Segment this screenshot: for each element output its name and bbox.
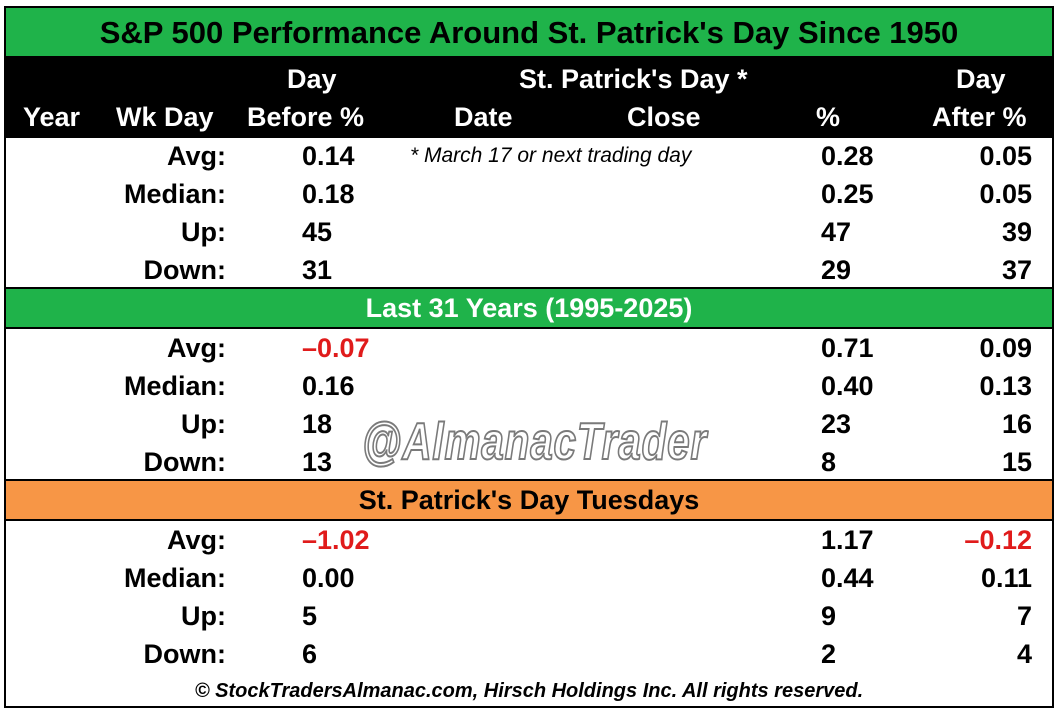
row-label: Avg: (167, 525, 226, 555)
day-before-value: 5 (302, 601, 318, 631)
row-label: Up: (181, 601, 226, 631)
stpatricks-pct-value: 0.28 (821, 141, 874, 171)
row-label: Up: (181, 409, 226, 439)
day-after-value: 0.09 (979, 333, 1032, 363)
table-row: Up: 45 47 39 (6, 213, 1052, 251)
day-before-value: 0.00 (302, 563, 355, 593)
section-header-last-31-years: Last 31 Years (1995-2025) (6, 287, 1052, 329)
table-row: Avg: –1.02 1.17 –0.12 (6, 521, 1052, 559)
stpatricks-pct-value: 8 (821, 447, 837, 477)
header-row: Year Wk Day Day Before % St. Patrick's D… (6, 58, 1052, 138)
day-after-value: –0.12 (964, 525, 1032, 555)
day-before-value: 18 (302, 409, 333, 439)
day-after-value: 0.05 (979, 141, 1032, 171)
col-before-header-top: Day (287, 64, 337, 94)
day-before-value: 0.18 (302, 179, 355, 209)
day-before-value: 45 (302, 217, 333, 247)
day-after-value: 4 (1016, 639, 1032, 669)
stpatricks-pct-value: 0.71 (821, 333, 874, 363)
day-after-value: 15 (1001, 447, 1032, 477)
day-after-value: 7 (1016, 601, 1032, 631)
row-label: Down: (143, 639, 226, 669)
col-before-header: Before % (247, 102, 365, 132)
day-before-value: –1.02 (302, 525, 370, 555)
row-label: Median: (123, 563, 226, 593)
table-row: Down: 13 8 15 (6, 443, 1052, 481)
col-date-header: Date (454, 102, 513, 132)
table-title: S&P 500 Performance Around St. Patrick's… (6, 8, 1052, 58)
day-before-value: 0.16 (302, 371, 355, 401)
col-stpatricks-header: St. Patrick's Day * (519, 64, 748, 94)
stpatricks-pct-value: 23 (821, 409, 852, 439)
col-after-header-top: Day (956, 64, 1006, 94)
day-before-value: 6 (302, 639, 318, 669)
day-after-value: 37 (1001, 255, 1032, 285)
table-row: Avg: –0.07 0.71 0.09 (6, 329, 1052, 367)
stpatricks-pct-value: 29 (821, 255, 852, 285)
stpatricks-pct-value: 0.25 (821, 179, 874, 209)
table-row: Up: 5 9 7 (6, 597, 1052, 635)
footnote-text: * March 17 or next trading day (410, 144, 692, 167)
table-row: Median: 0.18 0.25 0.05 (6, 175, 1052, 213)
stpatricks-pct-value: 1.17 (821, 525, 874, 555)
row-label: Down: (143, 255, 226, 285)
col-after-header: After % (932, 102, 1027, 132)
row-label: Avg: (167, 333, 226, 363)
table-row: Median: 0.00 0.44 0.11 (6, 559, 1052, 597)
table-row: Up: 18 23 16 (6, 405, 1052, 443)
col-wkday-header: Wk Day (116, 102, 214, 132)
table-row: Median: 0.16 0.40 0.13 (6, 367, 1052, 405)
day-before-value: 0.14 (302, 141, 355, 171)
col-pct-header: % (816, 102, 841, 132)
row-label: Up: (181, 217, 226, 247)
table-row: Avg: 0.14 * March 17 or next trading day… (6, 137, 1052, 175)
stpatricks-pct-value: 2 (821, 639, 837, 669)
col-year-header: Year (23, 102, 81, 132)
watermark-logo: @AlmanacTrader (361, 412, 708, 472)
day-before-value: –0.07 (302, 333, 370, 363)
row-label: Down: (143, 447, 226, 477)
day-after-value: 0.13 (979, 371, 1032, 401)
row-label: Median: (123, 179, 226, 209)
stpatricks-pct-value: 0.44 (821, 563, 874, 593)
stats-table: S&P 500 Performance Around St. Patrick's… (4, 6, 1054, 708)
day-after-value: 0.11 (980, 563, 1032, 593)
day-before-value: 31 (302, 255, 333, 285)
day-after-value: 0.05 (979, 179, 1032, 209)
stpatricks-pct-value: 0.40 (821, 371, 874, 401)
copyright-footer: © StockTradersAlmanac.com, Hirsch Holdin… (194, 680, 864, 702)
section-header-tuesdays: St. Patrick's Day Tuesdays (6, 479, 1052, 521)
row-label: Median: (123, 371, 226, 401)
table-row: Down: 6 2 4 (6, 635, 1052, 673)
table-row: Down: 31 29 37 (6, 251, 1052, 289)
stpatricks-pct-value: 47 (821, 217, 852, 247)
col-close-header: Close (627, 102, 701, 132)
stpatricks-pct-value: 9 (821, 601, 837, 631)
row-label: Avg: (167, 141, 226, 171)
day-after-value: 16 (1001, 409, 1032, 439)
day-before-value: 13 (302, 447, 333, 477)
day-after-value: 39 (1001, 217, 1032, 247)
